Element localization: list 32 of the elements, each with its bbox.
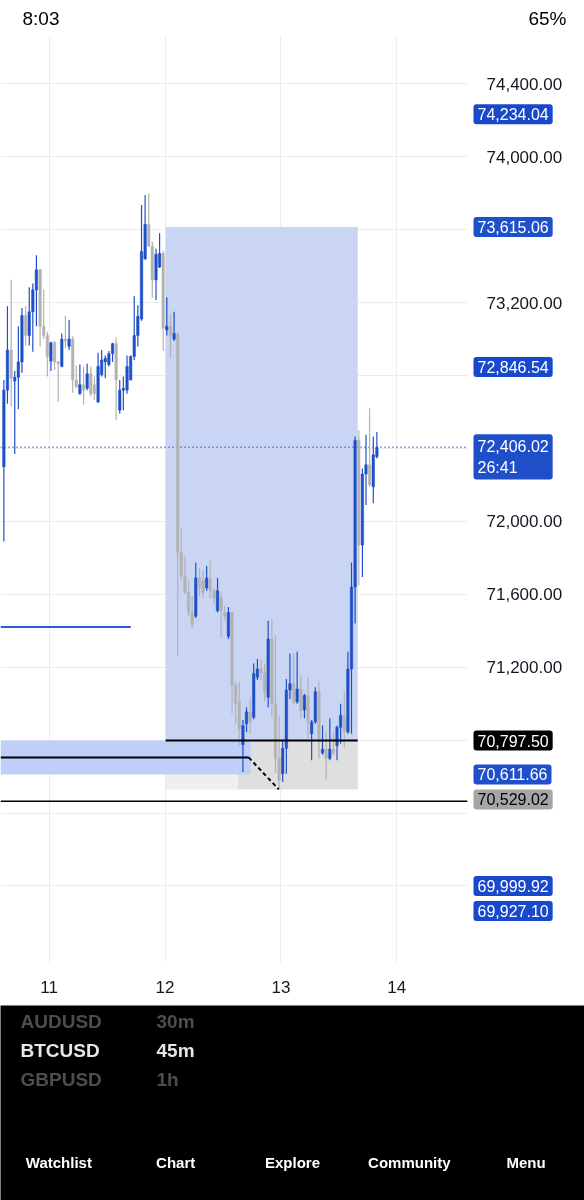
y-tick-label: 74,000.00	[486, 147, 563, 167]
text: BTCUSD	[20, 1040, 100, 1061]
text: GBPUSD	[20, 1069, 102, 1090]
x-tick-label: 13	[271, 977, 291, 997]
y-tick-label: 71,200.00	[486, 658, 563, 678]
text: 69,927.10	[477, 902, 549, 920]
text: 45m	[156, 1040, 195, 1061]
text: Chart	[156, 1154, 196, 1171]
text: Menu	[506, 1154, 546, 1171]
text: 65%	[528, 8, 567, 29]
ref-line-label: 72,406.02 26:41	[477, 438, 549, 476]
x-tick-label: 14	[387, 977, 407, 997]
text: 69,999.92	[477, 877, 549, 895]
text: 1h	[156, 1069, 179, 1090]
x-tick-label: 12	[155, 977, 175, 997]
text: 30m	[156, 1011, 195, 1032]
text: 70,611.66	[477, 766, 548, 784]
text: 72,846.54	[477, 359, 549, 377]
text: Community	[368, 1154, 452, 1171]
text: Explore	[264, 1154, 321, 1171]
text: Watchlist	[25, 1154, 92, 1171]
text: AUDUSD	[20, 1011, 102, 1032]
text: 74,234.04	[477, 106, 549, 124]
y-tick-label: 73,200.00	[486, 293, 563, 313]
text: 8:03	[22, 8, 60, 29]
y-tick-label: 72,000.00	[486, 512, 563, 532]
y-tick-label: 71,600.00	[486, 585, 563, 605]
x-tick-label: 11	[40, 977, 58, 997]
text: 73,615.06	[477, 218, 549, 236]
text: 70,529.02	[477, 791, 549, 809]
y-tick-label: 74,400.00	[486, 74, 563, 94]
text: 70,797.50	[477, 732, 549, 750]
